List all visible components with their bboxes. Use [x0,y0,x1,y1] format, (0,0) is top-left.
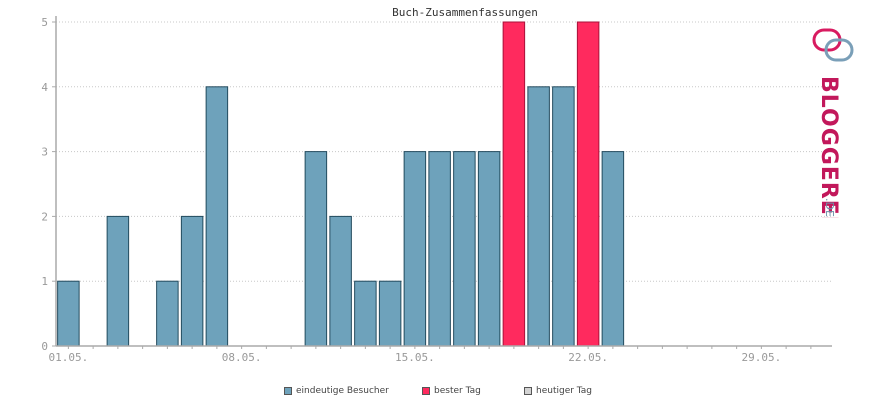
bar [428,151,451,347]
x-tick-label: 22.05. [568,351,608,364]
legend-swatch [284,387,292,395]
legend-swatch [422,387,430,395]
y-tick-label: 3 [41,146,48,159]
bar [106,215,130,347]
bar [205,86,229,347]
x-tick-label: 15.05. [395,351,435,364]
legend-item: heutiger Tag [524,386,592,396]
y-tick-label: 5 [41,16,48,29]
bar [156,280,179,347]
y-tick-label: 0 [41,340,48,353]
legend-item: eindeutige Besucher [284,386,389,396]
bar [403,151,427,347]
axes [55,16,832,347]
y-tick-label: 4 [41,81,48,94]
bars [57,21,625,347]
legend-label: heutiger Tag [536,386,593,396]
y-ticks: 0 1 2 3 4 5 [41,16,56,353]
y-tick-label: 1 [41,275,48,288]
legend-swatch [524,387,532,395]
bloggerei-logo: BLOGGEREI .DE [812,28,854,218]
x-tick-label: 08.05. [222,351,262,364]
bar [601,151,625,347]
bar [378,280,402,347]
y-tick-label: 2 [41,210,48,223]
bar [527,86,550,347]
legend-item: bester Tag [422,386,481,396]
legend: eindeutige Besucher bester Tag heutiger Ta… [0,386,870,400]
bar [304,151,328,347]
bar [329,215,352,347]
legend-label: bester Tag [434,386,481,396]
bar [576,21,600,347]
logo-suffix: .DE [823,198,836,217]
logo-link-icon [812,28,842,52]
logo-text: BLOGGEREI [816,76,841,218]
bar [502,21,526,347]
bar [354,280,377,347]
x-tick-label: 01.05. [49,351,89,364]
bar [180,215,204,347]
bar [453,151,476,347]
x-ticks: 01.05. 08.05. 15.05. 22.05. 29.05. [49,346,812,364]
logo-link-icon-2 [824,38,854,62]
chart-title: Buch-Zusammenfassungen [392,6,538,19]
bar [477,151,501,347]
x-tick-label: 29.05. [742,351,782,364]
bar [57,280,80,347]
bar [552,86,575,347]
legend-label: eindeutige Besucher [296,386,389,396]
